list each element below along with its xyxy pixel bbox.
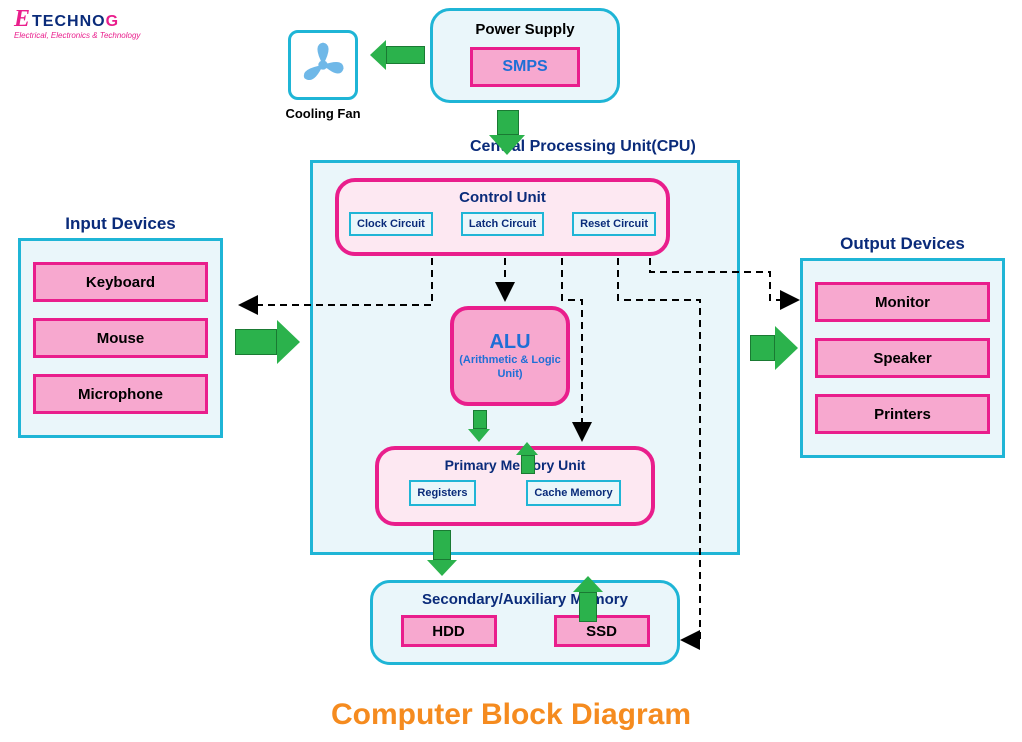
cooling-fan-box [288, 30, 358, 100]
fan-icon [295, 37, 351, 93]
alu-panel: ALU(Arithmetic & Logic Unit) [450, 306, 570, 406]
alu-subtitle: (Arithmetic & Logic Unit) [458, 354, 562, 380]
control-chip-1: Latch Circuit [461, 212, 544, 236]
power-supply-label: Power Supply [445, 17, 605, 41]
input-devices-item-2: Microphone [33, 374, 208, 414]
logo-e: E [14, 6, 30, 33]
primary-chip-0: Registers [409, 480, 475, 506]
secondary-chip-1: SSD [554, 615, 650, 647]
output-devices-label: Output Devices [800, 234, 1005, 256]
diagram-title: Computer Block Diagram [0, 695, 1022, 735]
secondary-memory-label: Secondary/Auxiliary Memory [387, 587, 663, 611]
output-devices-item-2: Printers [815, 394, 990, 434]
alu-title: ALU [489, 331, 530, 354]
input-devices-item-0: Keyboard [33, 262, 208, 302]
input-devices-label: Input Devices [18, 214, 223, 236]
primary-chip-1: Cache Memory [526, 480, 620, 506]
power-supply-panel: Power Supply SMPS [430, 8, 620, 103]
smps-chip: SMPS [470, 47, 580, 87]
output-devices-item-1: Speaker [815, 338, 990, 378]
control-chip-2: Reset Circuit [572, 212, 656, 236]
primary-memory-panel: Primary Memory Unit Registers Cache Memory [375, 446, 655, 526]
secondary-chip-0: HDD [401, 615, 497, 647]
control-unit-panel: Control Unit Clock Circuit Latch Circuit Re… [335, 178, 670, 256]
control-unit-label: Control Unit [349, 186, 656, 208]
output-devices-panel: Monitor Speaker Printers [800, 258, 1005, 458]
logo-main: TECHNO [32, 13, 106, 31]
primary-memory-label: Primary Memory Unit [393, 454, 637, 476]
cooling-fan-label: Cooling Fan [270, 106, 376, 128]
logo: ETECHNOGElectrical, Electronics & Techno… [14, 6, 234, 46]
input-devices-item-1: Mouse [33, 318, 208, 358]
input-devices-panel: Keyboard Mouse Microphone [18, 238, 223, 438]
control-chip-0: Clock Circuit [349, 212, 433, 236]
logo-tagline: Electrical, Electronics & Technology [14, 31, 234, 40]
logo-last: G [106, 13, 118, 31]
secondary-memory-panel: Secondary/Auxiliary Memory HDD SSD [370, 580, 680, 665]
output-devices-item-0: Monitor [815, 282, 990, 322]
